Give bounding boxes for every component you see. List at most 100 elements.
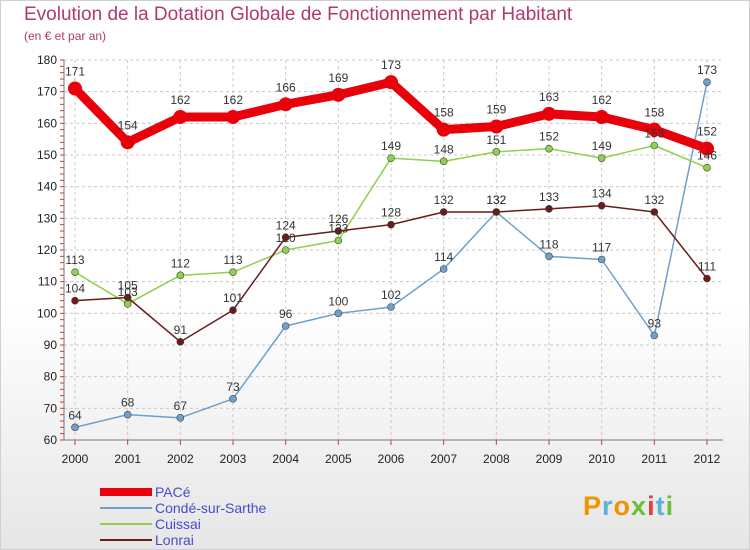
data-label: 151	[486, 133, 506, 147]
y-tick-label: 150	[37, 148, 57, 162]
x-tick-label: 2010	[588, 452, 615, 466]
data-label: 149	[592, 139, 612, 153]
data-point-conde-sur-sarthe	[545, 252, 553, 261]
x-tick-label: 2001	[114, 452, 141, 466]
y-tick-label: 140	[37, 180, 57, 194]
data-point-pace	[120, 135, 135, 150]
y-tick-label: 80	[44, 370, 58, 384]
x-tick-label: 2000	[62, 452, 89, 466]
data-label: 166	[276, 80, 296, 94]
data-point-cuissai	[439, 157, 448, 166]
series-lines	[68, 75, 714, 432]
data-point-pace	[278, 97, 293, 112]
data-label: 91	[174, 323, 188, 337]
data-point-pace	[489, 119, 504, 134]
data-point-cuissai	[281, 246, 290, 254]
data-point-lonrai	[703, 274, 711, 283]
data-label: 163	[539, 90, 559, 104]
y-tick-label: 70	[44, 401, 58, 415]
x-tick-label: 2012	[694, 452, 721, 466]
data-label: 149	[381, 139, 401, 153]
data-point-conde-sur-sarthe	[71, 423, 79, 432]
data-label: 101	[223, 291, 243, 305]
data-label: 126	[328, 212, 348, 226]
data-label: 120	[276, 231, 296, 245]
x-tick-label: 2002	[167, 452, 194, 466]
data-point-lonrai	[176, 338, 185, 346]
legend-swatch-pace	[100, 488, 152, 496]
logo-letter: i	[647, 491, 656, 521]
data-label: 158	[644, 106, 664, 120]
chart-title: Evolution de la Dotation Globale de Fonc…	[24, 4, 573, 25]
data-label: 158	[434, 106, 454, 120]
logo-letter: o	[613, 491, 632, 521]
y-tick-label: 90	[44, 338, 58, 352]
data-label: 132	[486, 193, 506, 207]
data-label: 117	[592, 241, 611, 255]
data-point-conde-sur-sarthe	[281, 322, 290, 330]
data-point-lonrai	[334, 227, 343, 235]
logo-letter: x	[631, 491, 648, 521]
x-tick-label: 2005	[325, 452, 352, 466]
data-label: 152	[697, 125, 717, 139]
data-label: 113	[65, 253, 84, 267]
x-tick-label: 2003	[220, 452, 247, 466]
data-point-conde-sur-sarthe	[176, 414, 185, 422]
data-label: 118	[539, 237, 558, 251]
data-point-lonrai	[650, 208, 659, 216]
data-point-pace	[700, 141, 714, 156]
data-point-cuissai	[597, 154, 606, 162]
data-point-pace	[331, 87, 346, 102]
data-point-pace	[384, 75, 398, 90]
data-label: 123	[328, 222, 348, 236]
y-tick-label: 110	[38, 275, 57, 289]
y-tick-label: 170	[37, 85, 57, 99]
data-label: 112	[171, 256, 190, 270]
data-label: 124	[276, 218, 296, 232]
data-point-pace	[226, 110, 240, 124]
data-label: 159	[486, 103, 506, 117]
data-label: 154	[118, 118, 138, 132]
data-point-conde-sur-sarthe	[387, 303, 395, 311]
data-point-cuissai	[229, 268, 237, 276]
data-label: 114	[434, 250, 453, 264]
data-label: 104	[65, 282, 85, 296]
data-label: 162	[170, 93, 190, 107]
data-label: 146	[697, 149, 717, 163]
y-tick-label: 160	[37, 116, 57, 130]
data-label: 100	[328, 294, 348, 308]
data-point-pace	[436, 122, 451, 137]
data-label: 133	[539, 190, 559, 204]
data-label: 67	[174, 399, 188, 413]
data-label: 64	[68, 408, 82, 422]
data-label: 134	[592, 187, 612, 201]
data-point-lonrai	[545, 205, 553, 213]
data-label: 105	[118, 279, 138, 293]
data-point-cuissai	[492, 148, 501, 156]
logo-letter: i	[665, 491, 675, 521]
data-label: 162	[592, 93, 612, 107]
data-point-conde-sur-sarthe	[650, 331, 659, 340]
data-label: 169	[328, 71, 348, 85]
legend-label: Condé-sur-Sarthe	[155, 500, 267, 516]
data-point-lonrai	[71, 296, 79, 305]
data-point-lonrai	[597, 201, 606, 210]
legend-label: Lonrai	[155, 532, 194, 548]
data-point-pace	[647, 122, 662, 137]
data-label: 132	[486, 193, 506, 207]
data-point-cuissai	[387, 154, 395, 162]
grid	[64, 59, 723, 441]
data-label: 113	[223, 253, 242, 267]
x-tick-label: 2011	[641, 452, 667, 466]
data-label: 93	[648, 317, 662, 331]
axes: 60 70 80 90 100 110 120 130 140 150 160 170 180 2000 2…	[37, 53, 723, 466]
data-point-cuissai	[650, 141, 659, 150]
data-point-conde-sur-sarthe	[334, 309, 343, 318]
data-point-lonrai	[229, 306, 237, 314]
data-point-cuissai	[123, 300, 132, 308]
data-label: 171	[65, 65, 85, 79]
data-point-lonrai	[281, 233, 290, 242]
data-point-lonrai	[492, 208, 501, 216]
data-label: 132	[434, 193, 454, 207]
data-point-lonrai	[439, 208, 448, 216]
